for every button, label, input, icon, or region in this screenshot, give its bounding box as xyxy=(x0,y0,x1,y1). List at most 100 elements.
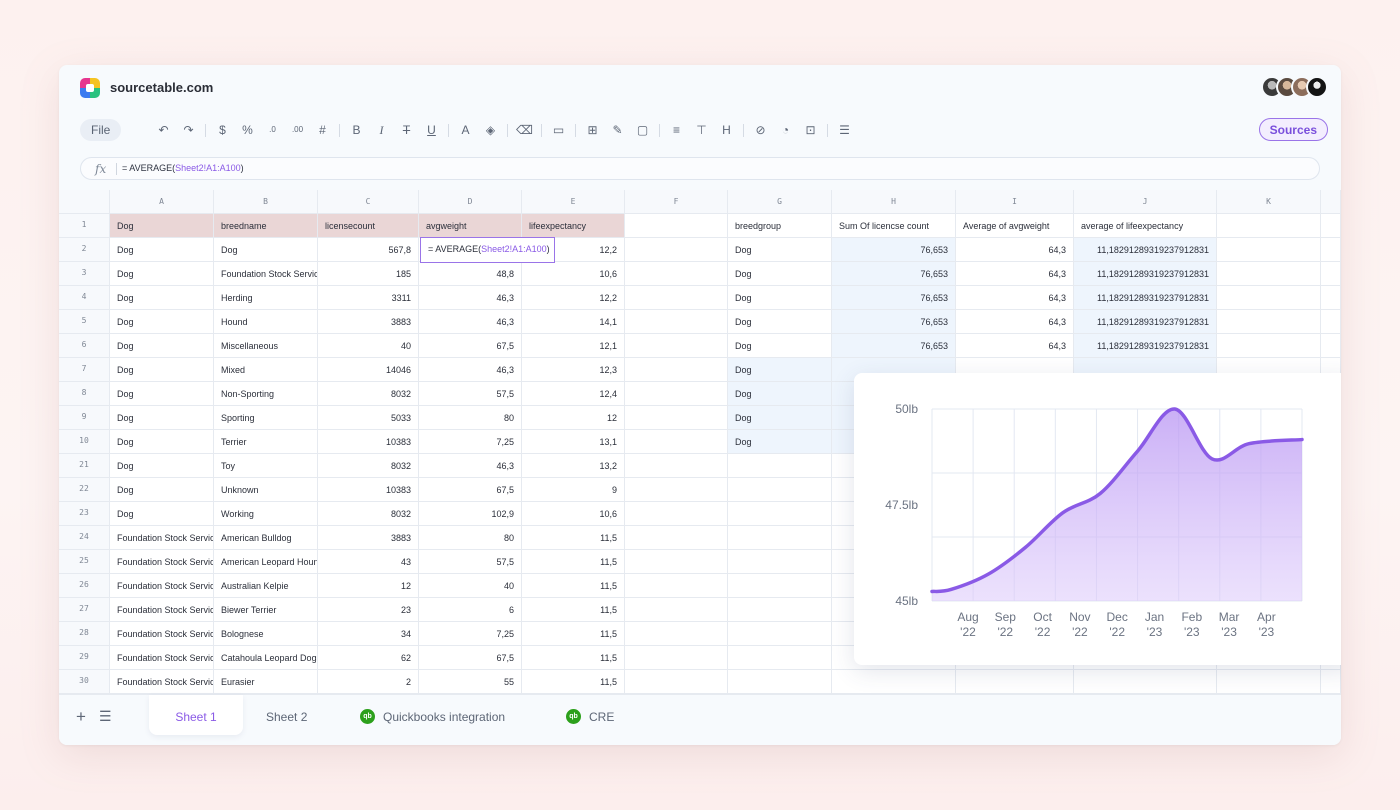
pivot-cell[interactable]: 11,18291289319237912831 xyxy=(1074,262,1217,286)
table-cell[interactable] xyxy=(1321,238,1341,262)
table-cell[interactable]: 67,5 xyxy=(419,478,522,502)
wrap-icon[interactable]: H xyxy=(722,123,731,137)
table-cell[interactable]: 5033 xyxy=(318,406,419,430)
pivot-cell[interactable]: 76,653 xyxy=(832,310,956,334)
table-header-cell[interactable]: lifeexpectancy xyxy=(522,214,625,238)
undo-icon[interactable]: ↶ xyxy=(158,123,169,137)
chart-icon[interactable]: ◔ xyxy=(781,123,790,137)
table-cell[interactable]: 13,2 xyxy=(522,454,625,478)
table-cell[interactable] xyxy=(625,286,728,310)
dollar-icon[interactable]: $ xyxy=(219,123,226,137)
table-cell[interactable]: Miscellaneous xyxy=(214,334,318,358)
table-cell[interactable] xyxy=(625,454,728,478)
column-header[interactable]: B xyxy=(214,190,318,214)
valign-icon[interactable]: ⊤ xyxy=(696,123,707,137)
table-cell[interactable] xyxy=(625,382,728,406)
tab-cre[interactable]: qb CRE xyxy=(566,695,614,735)
text-color-icon[interactable]: A xyxy=(461,123,470,137)
shape-icon[interactable]: ▢ xyxy=(636,123,649,137)
row-header[interactable]: 29 xyxy=(59,646,110,670)
table-cell[interactable]: American Leopard Hound xyxy=(214,550,318,574)
pivot-cell[interactable] xyxy=(728,550,832,574)
collaborator-avatars[interactable] xyxy=(1261,76,1328,98)
table-cell[interactable]: 12,2 xyxy=(522,286,625,310)
table-cell[interactable] xyxy=(625,478,728,502)
strikethrough-icon[interactable]: T xyxy=(402,123,411,137)
table-cell[interactable]: 8032 xyxy=(318,502,419,526)
pivot-cell[interactable] xyxy=(728,598,832,622)
pivot-cell[interactable]: 64,3 xyxy=(956,310,1074,334)
number-format-icon[interactable]: # xyxy=(319,123,326,137)
table-cell[interactable] xyxy=(1217,286,1321,310)
table-cell[interactable]: 46,3 xyxy=(419,454,522,478)
pivot-cell[interactable]: 11,18291289319237912831 xyxy=(1074,286,1217,310)
table-cell[interactable] xyxy=(625,406,728,430)
table-cell[interactable] xyxy=(1217,238,1321,262)
table-cell[interactable]: Dog xyxy=(214,238,318,262)
table-header-cell[interactable]: licensecount xyxy=(318,214,419,238)
pivot-header-cell[interactable]: Average of avgweight xyxy=(956,214,1074,238)
table-cell[interactable]: Dog xyxy=(110,478,214,502)
table-cell[interactable] xyxy=(625,622,728,646)
table-cell[interactable] xyxy=(1217,262,1321,286)
percent-icon[interactable]: % xyxy=(242,123,253,137)
table-cell[interactable] xyxy=(625,238,728,262)
table-cell[interactable]: 6 xyxy=(419,598,522,622)
table-cell[interactable]: 10383 xyxy=(318,478,419,502)
row-header[interactable]: 21 xyxy=(59,454,110,478)
table-cell[interactable]: 12,4 xyxy=(522,382,625,406)
table-cell[interactable]: Dog xyxy=(110,454,214,478)
italic-icon[interactable]: I xyxy=(379,123,384,137)
table-cell[interactable]: Bolognese xyxy=(214,622,318,646)
table-cell[interactable] xyxy=(625,574,728,598)
table-cell[interactable] xyxy=(625,502,728,526)
pivot-cell[interactable]: 64,3 xyxy=(956,262,1074,286)
table-cell[interactable]: 11,5 xyxy=(522,646,625,670)
pivot-cell[interactable]: 64,3 xyxy=(956,334,1074,358)
table-cell[interactable]: Mixed xyxy=(214,358,318,382)
merge-icon[interactable]: ▭ xyxy=(552,123,565,137)
pivot-cell[interactable]: Dog xyxy=(728,238,832,262)
bold-icon[interactable]: B xyxy=(352,123,361,137)
table-cell[interactable]: 567,8 xyxy=(318,238,419,262)
row-header[interactable]: 28 xyxy=(59,622,110,646)
pivot-cell[interactable]: 11,18291289319237912831 xyxy=(1074,238,1217,262)
pivot-cell[interactable] xyxy=(956,670,1074,694)
pivot-cell[interactable]: Dog xyxy=(728,430,832,454)
table-cell[interactable] xyxy=(625,310,728,334)
table-cell[interactable]: 46,3 xyxy=(419,310,522,334)
underline-icon[interactable]: U xyxy=(427,123,436,137)
pivot-cell[interactable]: Dog xyxy=(728,334,832,358)
table-cell[interactable] xyxy=(625,262,728,286)
tab-quickbooks-integration[interactable]: qb Quickbooks integration xyxy=(360,695,505,735)
clear-format-icon[interactable]: ⌫ xyxy=(516,123,533,137)
table-cell[interactable] xyxy=(1321,670,1341,694)
decrease-decimal-icon[interactable]: .0 xyxy=(269,125,276,134)
column-header[interactable]: K xyxy=(1217,190,1321,214)
table-cell[interactable]: 11,5 xyxy=(522,622,625,646)
row-header[interactable]: 25 xyxy=(59,550,110,574)
sourcetable-logo[interactable] xyxy=(80,78,100,98)
table-cell[interactable]: 57,5 xyxy=(419,550,522,574)
table-cell[interactable]: Foundation Stock Service xyxy=(110,598,214,622)
table-cell[interactable] xyxy=(625,598,728,622)
table-cell[interactable]: Unknown xyxy=(214,478,318,502)
pivot-header-cell[interactable]: breedgroup xyxy=(728,214,832,238)
table-cell[interactable]: 34 xyxy=(318,622,419,646)
table-cell[interactable]: 11,5 xyxy=(522,574,625,598)
table-cell[interactable]: Herding xyxy=(214,286,318,310)
tab-sheet-1[interactable]: Sheet 1 xyxy=(149,695,243,735)
table-cell[interactable]: Biewer Terrier xyxy=(214,598,318,622)
table-cell[interactable]: 62 xyxy=(318,646,419,670)
row-header[interactable]: 4 xyxy=(59,286,110,310)
table-cell[interactable]: 10,6 xyxy=(522,502,625,526)
row-header[interactable]: 24 xyxy=(59,526,110,550)
tab-sheet-2[interactable]: Sheet 2 xyxy=(266,710,308,724)
column-header[interactable]: G xyxy=(728,190,832,214)
table-cell[interactable]: 12 xyxy=(522,406,625,430)
table-cell[interactable]: 40 xyxy=(419,574,522,598)
table-cell[interactable]: Foundation Stock Service xyxy=(110,622,214,646)
column-header[interactable] xyxy=(1321,190,1341,214)
table-cell[interactable]: 14,1 xyxy=(522,310,625,334)
add-sheet-icon[interactable]: + xyxy=(76,707,86,726)
